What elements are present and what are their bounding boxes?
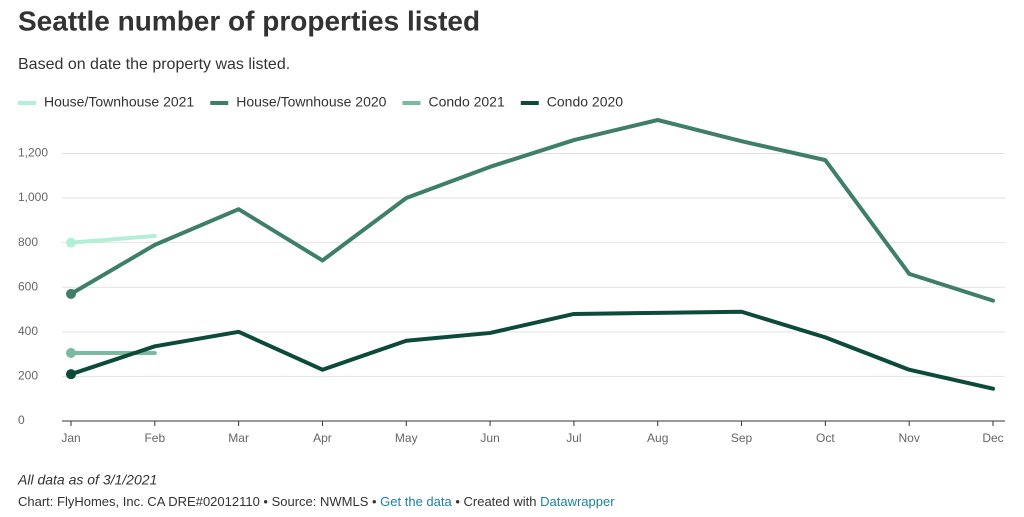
credits: Chart: FlyHomes, Inc. CA DRE#02012110 • …	[18, 494, 615, 509]
x-tick-label: Apr	[313, 431, 332, 445]
y-tick-label: 600	[18, 279, 38, 293]
series-line	[69, 118, 995, 303]
x-tick-label: May	[395, 431, 418, 445]
y-tick-label: 800	[18, 235, 38, 249]
data-link[interactable]: Get the data	[380, 494, 452, 509]
legend-label: House/Townhouse 2020	[236, 94, 386, 110]
start-dot	[66, 237, 76, 248]
x-tick-label: Jul	[566, 431, 581, 445]
datawrapper-link[interactable]: Datawrapper	[540, 494, 615, 509]
y-tick-label: 400	[18, 324, 38, 338]
x-tick-label: Aug	[647, 431, 668, 445]
x-tick-label: Jan	[61, 431, 80, 445]
chart-subtitle: Based on date the property was listed.	[18, 56, 290, 73]
y-tick-label: 1,000	[18, 190, 48, 204]
notes: All data as of 3/1/2021	[17, 472, 157, 488]
series-line	[69, 309, 995, 391]
series-line	[69, 233, 157, 245]
x-tick-label: Feb	[144, 431, 165, 445]
y-tick-label: 0	[18, 413, 25, 427]
start-dot	[66, 347, 76, 358]
x-tick-label: Nov	[899, 431, 920, 445]
x-tick-label: Dec	[982, 431, 1003, 445]
x-tick-label: Mar	[228, 431, 249, 445]
start-dot	[66, 288, 76, 299]
y-tick-label: 200	[18, 369, 38, 383]
legend-label: Condo 2021	[428, 94, 505, 110]
credit-text: • Created with	[452, 494, 540, 509]
y-tick-label: 1,200	[18, 146, 48, 160]
legend-label: House/Townhouse 2021	[44, 94, 194, 110]
legend-label: Condo 2020	[547, 94, 624, 110]
x-tick-label: Oct	[816, 431, 835, 445]
credit-text: Chart: FlyHomes, Inc. CA DRE#02012110 • …	[18, 494, 380, 509]
x-tick-label: Sep	[731, 431, 753, 445]
start-dot	[66, 369, 76, 380]
chart-title: Seattle number of properties listed	[18, 5, 480, 36]
x-tick-label: Jun	[480, 431, 499, 445]
